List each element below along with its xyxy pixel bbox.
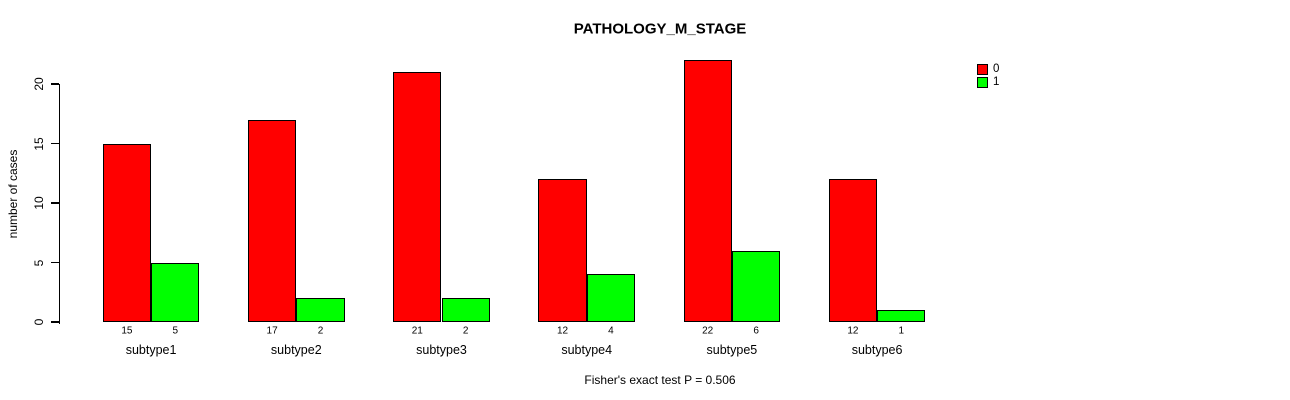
y-axis-line: [58, 84, 60, 324]
y-axis-tick: [50, 261, 59, 264]
y-axis-tick-label: 0: [32, 318, 46, 326]
bar-value-label: 21: [411, 325, 423, 337]
bar-1-subtype2: [296, 298, 345, 322]
x-category-label: subtype4: [561, 343, 613, 357]
x-category-label: subtype3: [416, 343, 467, 357]
y-axis-tick: [50, 321, 59, 323]
bar-value-label: 15: [121, 325, 133, 337]
y-axis-tick-label: 20: [32, 77, 46, 91]
bar-value-label: 6: [753, 325, 759, 337]
bar-value-label: 2: [462, 325, 469, 337]
y-axis-tick-label: 10: [32, 196, 46, 210]
statistical-test-note: Fisher's exact test P = 0.506: [584, 373, 736, 387]
x-category-label: subtype6: [851, 343, 903, 357]
y-axis-tick-label: 5: [32, 259, 46, 266]
bar-1-subtype4: [586, 274, 636, 322]
legend-label: 0: [993, 63, 1000, 75]
bar-0-subtype1: [102, 143, 152, 322]
bar-0-subtype4: [538, 179, 587, 322]
bar-0-subtype5: [683, 60, 732, 322]
y-axis-tick-label: 15: [32, 136, 46, 151]
chart-title: PATHOLOGY_M_STAGE: [573, 20, 747, 38]
bar-value-label: 22: [702, 325, 714, 337]
x-category-label: subtype5: [706, 343, 758, 357]
bar-value-label: 1: [898, 325, 905, 337]
legend-item-0: 0: [977, 63, 1000, 75]
legend-swatch-icon: [977, 64, 988, 75]
bar-value-label: 4: [608, 325, 614, 337]
bar-1-subtype5: [731, 250, 781, 322]
bar-value-label: 12: [556, 325, 569, 337]
y-axis-tick: [50, 83, 59, 85]
legend-swatch-icon: [977, 76, 988, 88]
legend-label: 1: [993, 75, 1000, 88]
bar-1-subtype1: [151, 262, 200, 322]
bar-value-label: 17: [266, 325, 278, 337]
legend-item-1: 1: [977, 75, 1000, 88]
bar-0-subtype6: [828, 179, 878, 322]
bar-value-label: 12: [847, 325, 859, 337]
bar-1-subtype6: [877, 310, 926, 322]
bar-1-subtype3: [441, 298, 490, 322]
bar-0-subtype2: [247, 119, 297, 322]
bar-0-subtype3: [393, 72, 442, 322]
x-category-label: subtype2: [270, 343, 322, 357]
y-axis-tick: [50, 202, 59, 204]
bar-value-label: 5: [172, 325, 179, 337]
y-axis-tick: [50, 142, 59, 145]
x-category-label: subtype1: [125, 343, 177, 357]
bar-value-label: 2: [317, 325, 324, 337]
y-axis-title: number of cases: [6, 149, 20, 239]
